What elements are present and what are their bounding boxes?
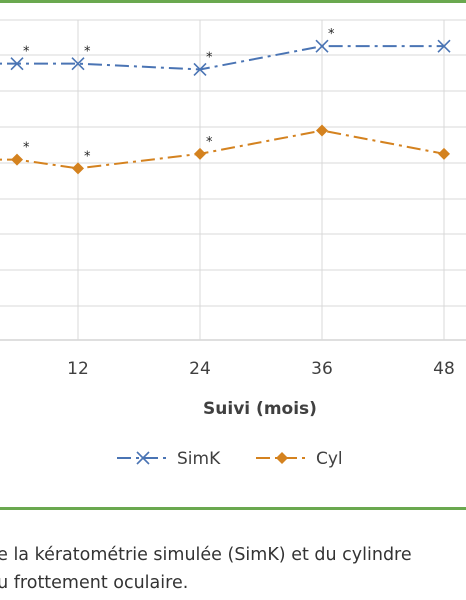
marker-simk	[10, 57, 24, 71]
x-tick-label: 36	[311, 359, 333, 379]
caption-line-2: du frottement oculaire.	[0, 573, 189, 593]
series-line-cyl	[0, 129, 445, 170]
significance-markers: * * * * * * *	[23, 27, 335, 164]
significance-star: *	[206, 50, 213, 65]
marker-simk	[315, 39, 329, 53]
x-tick-label: 48	[433, 359, 455, 379]
significance-star: *	[23, 45, 30, 60]
marker-cyl	[11, 153, 23, 166]
significance-star: *	[206, 135, 213, 150]
significance-star: *	[84, 149, 91, 164]
significance-star: *	[328, 27, 335, 42]
marker-cyl	[194, 147, 206, 160]
legend-entry-simk: SimK	[117, 449, 221, 469]
gridlines	[0, 19, 466, 341]
series-line-simk	[0, 45, 444, 71]
marker-cyl	[72, 162, 84, 175]
marker-simk	[193, 62, 207, 77]
figure-caption: de la kératométrie simulée (SimK) et du …	[0, 515, 466, 600]
line-chart: * * * * * * * 12 24 36 48 Suivi (mois) SimK Cyl	[0, 19, 466, 469]
caption-line-1: de la kératométrie simulée (SimK) et du …	[0, 545, 412, 565]
x-tick-label: 24	[189, 359, 211, 379]
x-axis-title: Suivi (mois)	[203, 399, 317, 419]
bottom-rule	[0, 507, 466, 510]
legend-label: SimK	[177, 449, 221, 469]
marker-cyl	[438, 147, 450, 160]
top-rule	[0, 0, 466, 3]
x-tick-label: 12	[67, 359, 89, 379]
marker-simk	[71, 57, 85, 71]
significance-star: *	[23, 141, 30, 156]
significance-star: *	[84, 45, 91, 60]
series-lines	[0, 45, 445, 170]
legend: SimK Cyl	[117, 449, 343, 469]
marker-cyl	[316, 124, 328, 137]
x-tick-labels: 12 24 36 48	[67, 359, 455, 379]
series-markers	[10, 39, 451, 175]
legend-entry-cyl: Cyl	[256, 449, 343, 469]
legend-label: Cyl	[316, 449, 343, 469]
marker-simk	[437, 39, 451, 53]
